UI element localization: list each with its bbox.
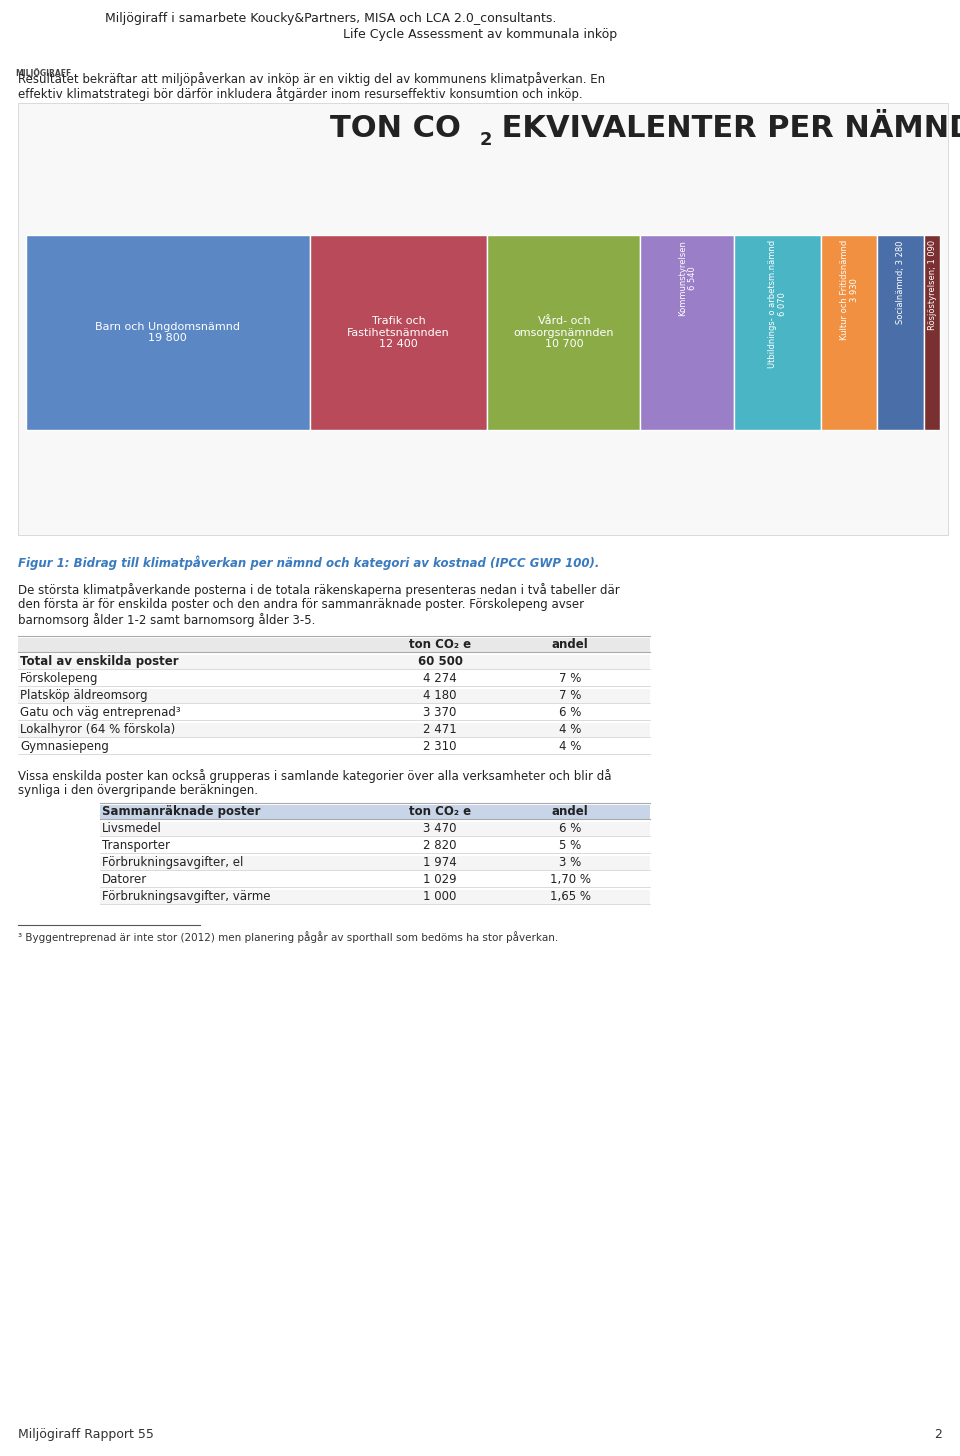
- Text: Förskolepeng: Förskolepeng: [20, 673, 99, 684]
- Text: Miljögiraff Rapport 55: Miljögiraff Rapport 55: [18, 1428, 154, 1441]
- Text: Datorer: Datorer: [102, 874, 147, 887]
- Text: Förbrukningsavgifter, el: Förbrukningsavgifter, el: [102, 856, 244, 869]
- Text: 6 %: 6 %: [559, 706, 581, 719]
- Bar: [310, 234, 488, 430]
- Text: 4 %: 4 %: [559, 740, 581, 753]
- Bar: [18, 638, 650, 652]
- Text: 4 180: 4 180: [423, 689, 457, 702]
- Text: Lokalhyror (64 % förskola): Lokalhyror (64 % förskola): [20, 724, 176, 735]
- Bar: [100, 874, 650, 887]
- Bar: [100, 856, 650, 871]
- Text: Vissa enskilda poster kan också grupperas i samlande kategorier över alla verksa: Vissa enskilda poster kan också gruppera…: [18, 769, 612, 783]
- Text: 2: 2: [934, 1428, 942, 1441]
- Text: Förbrukningsavgifter, värme: Förbrukningsavgifter, värme: [102, 890, 271, 903]
- Text: 3 %: 3 %: [559, 856, 581, 869]
- Bar: [18, 740, 650, 754]
- Bar: [18, 655, 650, 668]
- Text: 7 %: 7 %: [559, 673, 581, 684]
- Text: MILJÖGIRAFF: MILJÖGIRAFF: [15, 68, 71, 79]
- FancyBboxPatch shape: [18, 103, 948, 534]
- Bar: [18, 673, 650, 686]
- Text: Resultatet bekräftar att miljöpåverkan av inköp är en viktig del av kommunens kl: Resultatet bekräftar att miljöpåverkan a…: [18, 71, 605, 86]
- Bar: [18, 724, 650, 737]
- Text: 2 820: 2 820: [423, 839, 457, 852]
- Text: Total av enskilda poster: Total av enskilda poster: [20, 655, 179, 668]
- Text: Kommunstyrelsen
6 540: Kommunstyrelsen 6 540: [678, 240, 697, 316]
- Text: Life Cycle Assessment av kommunala inköp: Life Cycle Assessment av kommunala inköp: [343, 28, 617, 41]
- Bar: [18, 689, 650, 703]
- Text: Transporter: Transporter: [102, 839, 170, 852]
- Text: andel: andel: [552, 805, 588, 818]
- Text: Gymnasiepeng: Gymnasiepeng: [20, 740, 108, 753]
- Text: 2 471: 2 471: [423, 724, 457, 735]
- Text: Kultur och Fritidsnämnd
3 930: Kultur och Fritidsnämnd 3 930: [840, 240, 859, 341]
- Text: 1 029: 1 029: [423, 874, 457, 887]
- Text: 3 470: 3 470: [423, 823, 457, 834]
- Text: 4 %: 4 %: [559, 724, 581, 735]
- Bar: [821, 234, 877, 430]
- Bar: [488, 234, 640, 430]
- Bar: [640, 234, 734, 430]
- Text: den första är för enskilda poster och den andra för sammanräknade poster. Försko: den första är för enskilda poster och de…: [18, 598, 584, 612]
- Text: 3 370: 3 370: [423, 706, 457, 719]
- Text: Gatu och väg entreprenad³: Gatu och väg entreprenad³: [20, 706, 180, 719]
- Text: 1,70 %: 1,70 %: [549, 874, 590, 887]
- Text: synliga i den övergripande beräkningen.: synliga i den övergripande beräkningen.: [18, 783, 258, 796]
- Text: Livsmedel: Livsmedel: [102, 823, 162, 834]
- Text: 1 000: 1 000: [423, 890, 457, 903]
- Bar: [100, 890, 650, 904]
- Text: 1,65 %: 1,65 %: [549, 890, 590, 903]
- Text: EKVIVALENTER PER NÄMND: EKVIVALENTER PER NÄMND: [491, 114, 960, 143]
- Text: Socialnämnd; 3 280: Socialnämnd; 3 280: [897, 240, 905, 323]
- Bar: [100, 839, 650, 853]
- Text: De största klimatpåverkande posterna i de totala räkenskaperna presenteras nedan: De största klimatpåverkande posterna i d…: [18, 582, 620, 597]
- Text: Miljögiraff i samarbete Koucky&Partners, MISA och LCA 2.0_consultants.: Miljögiraff i samarbete Koucky&Partners,…: [105, 12, 557, 25]
- Text: Utbildnings- o arbetsm.nämnd
6 070: Utbildnings- o arbetsm.nämnd 6 070: [768, 240, 787, 368]
- Text: effektiv klimatstrategi bör därför inkludera åtgärder inom resurseffektiv konsum: effektiv klimatstrategi bör därför inklu…: [18, 87, 583, 100]
- Bar: [100, 805, 650, 818]
- Text: andel: andel: [552, 638, 588, 651]
- Text: Figur 1: Bidrag till klimatpåverkan per nämnd och kategori av kostnad (IPCC GWP : Figur 1: Bidrag till klimatpåverkan per …: [18, 555, 599, 569]
- Bar: [18, 706, 650, 721]
- Text: TON CO: TON CO: [330, 114, 461, 143]
- Bar: [26, 234, 310, 430]
- Text: ton CO₂ e: ton CO₂ e: [409, 805, 471, 818]
- Text: Vård- och
omsorgsnämnden
10 700: Vård- och omsorgsnämnden 10 700: [514, 316, 614, 349]
- Bar: [877, 234, 924, 430]
- Text: Sammanräknade poster: Sammanräknade poster: [102, 805, 260, 818]
- Bar: [734, 234, 821, 430]
- Text: Platsköp äldreomsorg: Platsköp äldreomsorg: [20, 689, 148, 702]
- Text: Barn och Ungdomsnämnd
19 800: Barn och Ungdomsnämnd 19 800: [95, 322, 240, 344]
- Text: 2 310: 2 310: [423, 740, 457, 753]
- Bar: [924, 234, 940, 430]
- Text: ton CO₂ e: ton CO₂ e: [409, 638, 471, 651]
- Text: 7 %: 7 %: [559, 689, 581, 702]
- Text: Trafik och
Fastihetsnämnden
12 400: Trafik och Fastihetsnämnden 12 400: [348, 316, 450, 349]
- Text: ³ Byggentreprenad är inte stor (2012) men planering pågår av sporthall som bedöm: ³ Byggentreprenad är inte stor (2012) me…: [18, 930, 559, 943]
- Text: 2: 2: [480, 131, 492, 149]
- Text: 4 274: 4 274: [423, 673, 457, 684]
- Text: 60 500: 60 500: [418, 655, 463, 668]
- Text: 1 974: 1 974: [423, 856, 457, 869]
- Text: 6 %: 6 %: [559, 823, 581, 834]
- Bar: [100, 823, 650, 836]
- Text: Rösjöstyrelsen; 1 090: Rösjöstyrelsen; 1 090: [927, 240, 937, 331]
- Text: barnomsorg ålder 1-2 samt barnomsorg ålder 3-5.: barnomsorg ålder 1-2 samt barnomsorg åld…: [18, 613, 316, 628]
- Text: 5 %: 5 %: [559, 839, 581, 852]
